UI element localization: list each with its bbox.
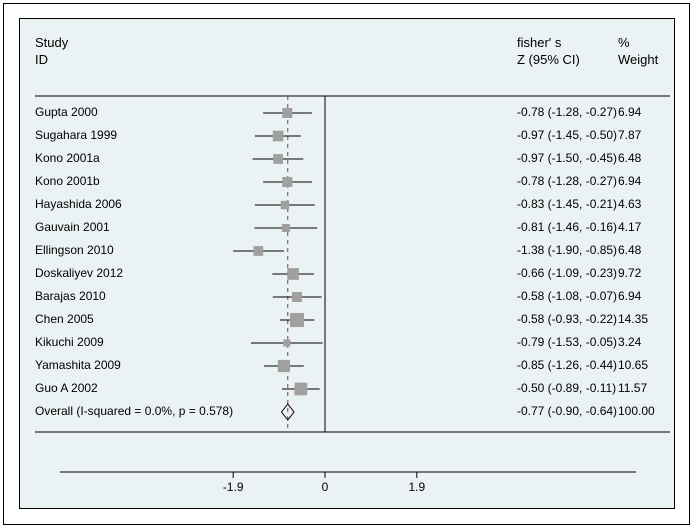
point-estimate-marker bbox=[283, 108, 292, 117]
point-estimate-marker bbox=[292, 292, 301, 301]
point-estimate-marker bbox=[281, 201, 288, 208]
x-tick-label: 1.9 bbox=[402, 480, 432, 494]
x-tick-label: -1.9 bbox=[218, 480, 248, 494]
point-estimate-marker bbox=[274, 155, 283, 164]
point-estimate-marker bbox=[290, 314, 303, 327]
forest-plot-svg bbox=[0, 0, 693, 528]
point-estimate-marker bbox=[282, 224, 289, 231]
point-estimate-marker bbox=[283, 177, 292, 186]
x-tick-label: 0 bbox=[310, 480, 340, 494]
point-estimate-marker bbox=[284, 340, 290, 346]
point-estimate-marker bbox=[295, 383, 307, 395]
point-estimate-marker bbox=[273, 131, 283, 141]
point-estimate-marker bbox=[254, 247, 263, 256]
point-estimate-marker bbox=[278, 360, 289, 371]
point-estimate-marker bbox=[288, 269, 299, 280]
